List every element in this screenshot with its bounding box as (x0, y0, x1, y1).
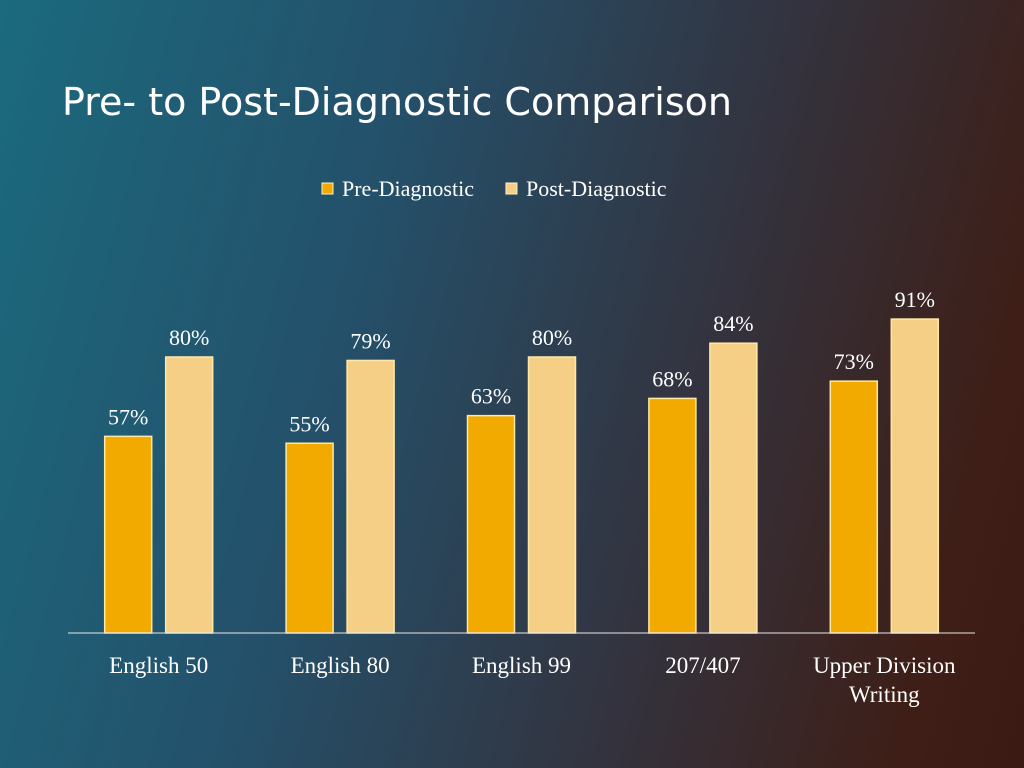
x-tick-label: English 99 (471, 653, 572, 678)
x-tick-label: Upper Division Writing (813, 653, 956, 707)
data-label: 68% (652, 366, 692, 391)
data-label: 91% (895, 287, 935, 312)
legend-swatch (321, 182, 334, 195)
legend-label: Post-Diagnostic (526, 176, 667, 201)
data-label: 80% (532, 325, 572, 350)
chart-title: Pre- to Post-Diagnostic Comparison (62, 80, 732, 124)
bar (164, 356, 214, 634)
bar (103, 435, 153, 634)
bar (466, 414, 516, 634)
bar (527, 356, 577, 634)
bar (709, 342, 758, 634)
bar (285, 442, 334, 634)
legend-label: Pre-Diagnostic (342, 176, 474, 201)
data-label: 79% (350, 328, 390, 353)
data-label: 55% (289, 411, 329, 436)
bar (829, 380, 879, 634)
legend-swatch (505, 182, 518, 195)
data-label: 63% (471, 384, 511, 409)
data-label: 73% (834, 349, 874, 374)
data-label: 57% (108, 404, 148, 429)
bar (890, 318, 940, 634)
x-tick-label: English 50 (109, 653, 209, 678)
bar (648, 397, 697, 634)
x-tick-label: 207/407 (665, 653, 741, 678)
bar (346, 359, 395, 634)
data-label: 80% (169, 325, 209, 350)
x-tick-label: English 80 (290, 653, 390, 678)
data-label: 84% (713, 311, 753, 336)
